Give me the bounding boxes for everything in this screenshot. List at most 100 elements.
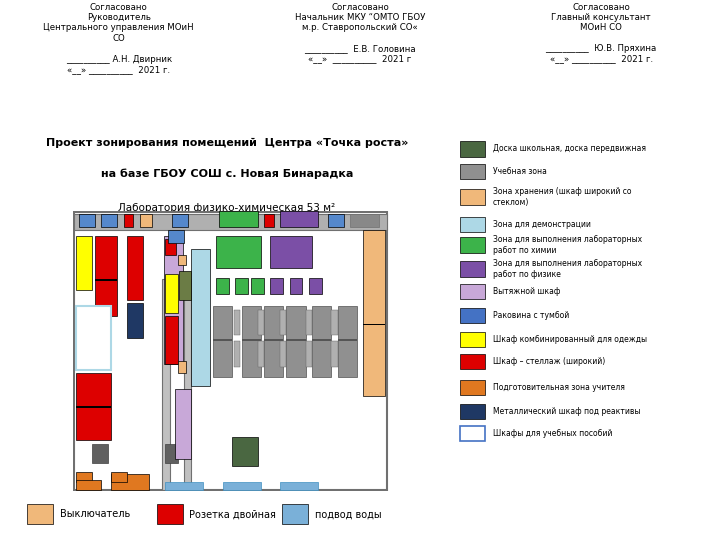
Bar	[216, 236, 261, 268]
Bar	[264, 339, 283, 341]
Bar	[287, 306, 305, 376]
Bar	[178, 361, 186, 373]
Bar	[264, 306, 283, 376]
Text: Лаборатория физико-химическая 53 м²: Лаборатория физико-химическая 53 м²	[118, 203, 336, 213]
Bar	[460, 141, 485, 157]
Text: Зона для демонстрации: Зона для демонстрации	[493, 220, 591, 229]
Bar	[271, 278, 283, 294]
Bar	[216, 278, 229, 294]
Bar	[280, 482, 318, 490]
Bar	[460, 332, 485, 347]
Text: Согласовано
Руководитель
Центрального управления МОиН
СО

__________ А.Н. Двирни: Согласовано Руководитель Центрального уп…	[43, 3, 194, 74]
Bar	[280, 341, 287, 367]
Bar	[165, 316, 178, 364]
Text: Шкаф комбинированный для одежды: Шкаф комбинированный для одежды	[493, 335, 647, 344]
Bar	[258, 309, 264, 335]
Bar	[460, 164, 485, 179]
Bar	[213, 306, 232, 376]
Bar	[312, 306, 331, 376]
Text: Доска школьная, доска передвижная: Доска школьная, доска передвижная	[493, 145, 646, 153]
Bar	[76, 306, 111, 370]
Bar	[271, 236, 312, 268]
Bar	[124, 214, 133, 227]
Bar	[162, 279, 170, 490]
Bar	[220, 211, 258, 227]
Bar	[76, 236, 91, 291]
Bar	[460, 189, 485, 205]
Bar	[184, 279, 191, 490]
Bar	[242, 339, 261, 341]
Bar	[460, 217, 485, 232]
Bar	[460, 426, 485, 441]
Bar	[76, 406, 111, 408]
Bar	[460, 261, 485, 276]
Bar	[165, 239, 176, 255]
Bar	[178, 255, 186, 265]
Text: Шкафы для учебных пособий: Шкафы для учебных пособий	[493, 429, 612, 438]
Bar	[251, 278, 264, 294]
Bar	[264, 214, 274, 227]
Text: Подготовительная зона учителя: Подготовительная зона учителя	[493, 383, 625, 392]
Bar	[282, 504, 308, 524]
Text: Проект зонирования помещений  Центра «Точка роста»: Проект зонирования помещений Центра «Точ…	[45, 138, 408, 149]
Text: Раковина с тумбой: Раковина с тумбой	[493, 311, 570, 320]
Bar	[460, 354, 485, 369]
Text: Учебная зона: Учебная зона	[493, 167, 547, 176]
Bar	[222, 482, 261, 490]
Bar	[331, 309, 338, 335]
Bar	[460, 403, 485, 419]
Text: Розетка двойная: Розетка двойная	[189, 509, 276, 519]
Bar	[111, 472, 127, 482]
Bar	[460, 284, 485, 299]
Bar	[234, 341, 240, 367]
Bar	[76, 472, 91, 482]
Bar	[91, 443, 108, 463]
Bar	[111, 474, 149, 490]
Bar	[79, 214, 95, 227]
Bar	[258, 341, 264, 367]
Bar	[338, 306, 356, 376]
Bar	[165, 274, 178, 313]
Bar	[232, 437, 258, 466]
Bar	[165, 482, 204, 490]
Text: Зона хранения (шкаф широкий со
стеклом): Зона хранения (шкаф широкий со стеклом)	[493, 187, 631, 207]
Bar	[328, 214, 344, 227]
Text: подвод воды: подвод воды	[315, 509, 382, 519]
Bar	[76, 480, 102, 490]
Bar	[157, 504, 183, 524]
Bar	[213, 339, 232, 341]
Bar	[179, 271, 192, 300]
Text: Зона для выполнения лабораторных
работ по физике: Зона для выполнения лабораторных работ п…	[493, 259, 642, 279]
Text: Согласовано
Начальник МКУ “ОМТО ГБОУ
м.р. Ставропольский СО«

__________  Е.В. Г: Согласовано Начальник МКУ “ОМТО ГБОУ м.р…	[294, 3, 426, 64]
Text: Вытяжной шкаф: Вытяжной шкаф	[493, 287, 560, 296]
Bar	[242, 306, 261, 376]
Bar	[175, 389, 191, 460]
Bar	[460, 380, 485, 395]
Bar	[95, 236, 117, 316]
Text: Металлический шкаф под реактивы: Металлический шкаф под реактивы	[493, 407, 640, 416]
Bar	[76, 373, 111, 440]
Bar	[74, 214, 387, 230]
Text: Шкаф – стеллаж (широкий): Шкаф – стеллаж (широкий)	[493, 357, 606, 366]
Bar	[305, 309, 312, 335]
Bar	[280, 309, 287, 335]
Bar	[163, 236, 183, 364]
Bar	[287, 339, 305, 341]
Bar	[312, 339, 331, 341]
Bar	[460, 308, 485, 323]
Bar	[191, 249, 210, 386]
Text: Зона для выполнения лабораторных
работ по химии: Зона для выполнения лабораторных работ п…	[493, 235, 642, 255]
Bar	[102, 214, 117, 227]
Bar	[234, 309, 240, 335]
Text: Выключатель: Выключатель	[60, 509, 130, 519]
Bar	[309, 278, 322, 294]
Bar	[305, 341, 312, 367]
Bar	[165, 443, 178, 463]
Bar	[140, 214, 153, 227]
Text: Согласовано
Главный консультант
МОиН СО

__________  Ю.В. Пряхина
«__» _________: Согласовано Главный консультант МОиН СО …	[546, 3, 657, 64]
Bar	[280, 211, 318, 227]
Bar	[363, 230, 385, 396]
Bar	[350, 214, 379, 227]
Bar	[95, 279, 117, 281]
Bar	[363, 324, 385, 326]
